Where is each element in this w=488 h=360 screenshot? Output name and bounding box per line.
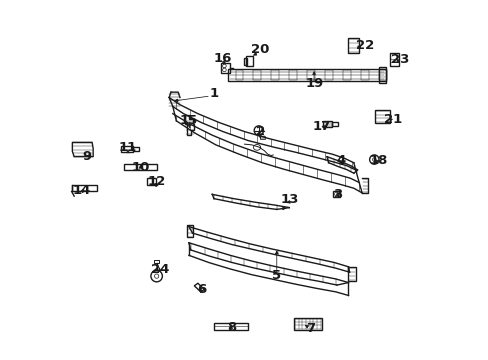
Text: 9: 9 (82, 150, 91, 163)
Text: 10: 10 (131, 161, 149, 174)
Text: 22: 22 (355, 39, 373, 52)
Text: 16: 16 (213, 51, 232, 64)
Text: 21: 21 (384, 113, 402, 126)
Text: 13: 13 (280, 193, 298, 206)
Text: 1: 1 (209, 87, 218, 100)
Text: 23: 23 (390, 53, 409, 66)
Text: 12: 12 (147, 175, 165, 188)
Text: 2: 2 (256, 125, 264, 138)
Text: 24: 24 (151, 263, 169, 276)
Text: 15: 15 (180, 114, 198, 127)
Text: 17: 17 (312, 120, 330, 133)
Text: 18: 18 (369, 154, 387, 167)
Text: 11: 11 (119, 141, 137, 154)
Text: 6: 6 (197, 283, 205, 296)
Text: 7: 7 (305, 322, 315, 335)
Text: 8: 8 (227, 320, 236, 333)
Text: 20: 20 (251, 42, 269, 55)
Text: 4: 4 (336, 154, 345, 167)
Text: 19: 19 (305, 77, 323, 90)
Text: 5: 5 (272, 269, 281, 282)
Text: 14: 14 (72, 184, 90, 197)
Text: 3: 3 (332, 188, 342, 201)
